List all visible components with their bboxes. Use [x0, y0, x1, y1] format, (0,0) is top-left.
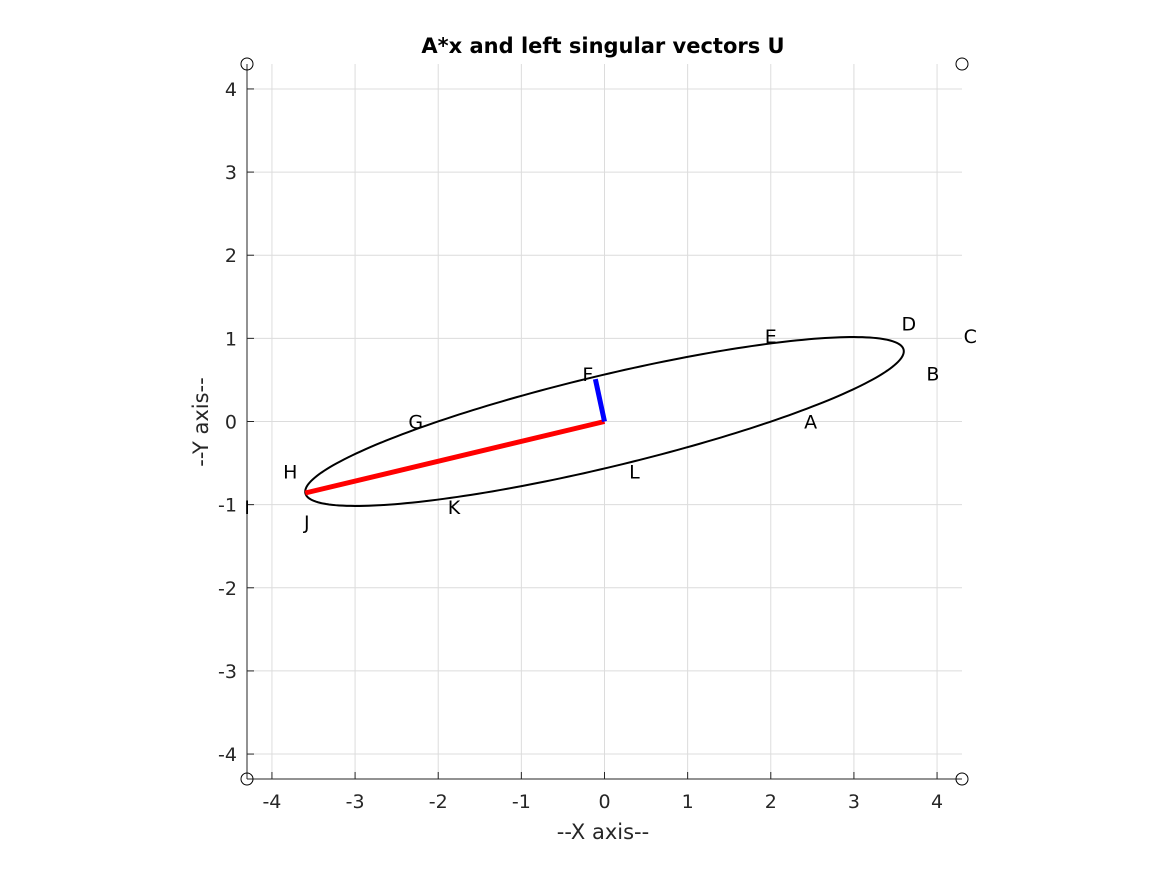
x-tick-label: -1: [512, 791, 531, 813]
point-labels: A B C D E F G H I J K L: [244, 313, 977, 534]
singular-vector-u2: [592, 378, 607, 423]
point-label: I: [244, 497, 250, 519]
y-tick-label: 0: [225, 412, 237, 434]
x-tick-label: -3: [346, 791, 365, 813]
y-tick-label: 4: [225, 79, 237, 101]
point-label: L: [629, 461, 640, 483]
corner-markers: [240, 57, 969, 786]
point-label: F: [582, 364, 593, 386]
y-tick-label: -3: [218, 661, 237, 683]
x-tick-label: 3: [848, 791, 860, 813]
y-tick-label: 3: [225, 162, 237, 184]
corner-marker: [955, 772, 969, 786]
point-label: G: [408, 412, 423, 434]
x-tick-label: 0: [598, 791, 610, 813]
point-label: A: [804, 412, 817, 434]
y-tick-label: 2: [225, 245, 237, 267]
y-tick-label: -1: [218, 495, 237, 517]
point-label: D: [901, 313, 916, 335]
point-label: J: [303, 512, 310, 534]
x-tick-label: -4: [262, 791, 281, 813]
singular-vector-u1: [304, 419, 606, 496]
y-tick-label: 1: [225, 328, 237, 350]
corner-marker: [240, 772, 254, 786]
chart-title: A*x and left singular vectors U: [421, 34, 784, 58]
axes: -4 -3 -2 -1 0 1 2 3 4 -4 -3 -2 -1 0 1 2 3 4: [218, 64, 962, 813]
corner-marker: [955, 57, 969, 71]
point-label: K: [448, 497, 461, 519]
point-label: H: [283, 461, 297, 483]
y-axis-label: --Y axis--: [189, 377, 213, 466]
corner-marker: [240, 57, 254, 71]
plot-series: [304, 336, 905, 507]
y-tick-label: -2: [218, 578, 237, 600]
x-tick-label: 2: [765, 791, 777, 813]
point-label: C: [964, 326, 977, 348]
x-tick-label: -2: [429, 791, 448, 813]
point-label: B: [926, 363, 939, 385]
x-tick-label: 1: [682, 791, 694, 813]
x-tick-label: 4: [931, 791, 943, 813]
x-axis-label: --X axis--: [557, 820, 649, 844]
y-tick-label: -4: [218, 744, 237, 766]
point-label: E: [765, 326, 777, 348]
